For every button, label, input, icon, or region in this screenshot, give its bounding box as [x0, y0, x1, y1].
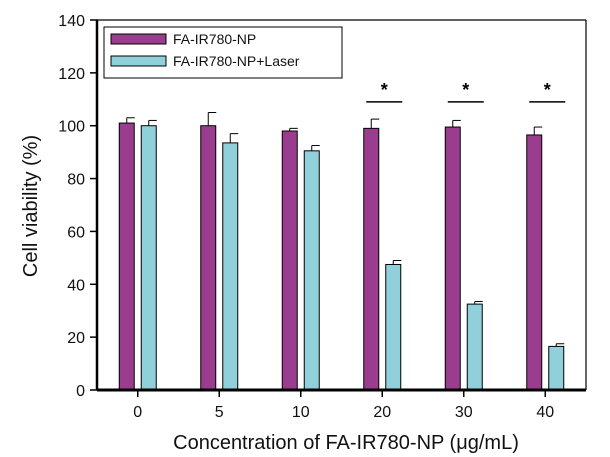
- bar: [526, 134, 543, 391]
- y-axis-title: Cell viability (%): [20, 135, 42, 277]
- bar: [444, 126, 461, 391]
- bar: [303, 150, 320, 391]
- y-tick-label: 60: [67, 224, 85, 241]
- x-tick-label: 0: [133, 404, 142, 421]
- bar: [200, 125, 217, 391]
- legend-label: FA-IR780-NP: [173, 31, 256, 47]
- bar: [140, 125, 157, 391]
- x-tick-label: 40: [536, 404, 554, 421]
- bar: [222, 142, 239, 391]
- y-tick-label: 80: [67, 172, 85, 189]
- x-axis-title: Concentration of FA-IR780-NP (μg/mL): [173, 432, 519, 454]
- x-tick-label: 10: [292, 404, 310, 421]
- bar: [548, 345, 565, 391]
- y-tick-label: 100: [58, 119, 85, 136]
- legend-swatch: [110, 33, 167, 45]
- y-tick-label: 140: [58, 13, 85, 30]
- bar: [118, 122, 135, 391]
- plot-area: 0 20 40 60 80 100 120 140 0 5 10 20 30 40 * * *: [58, 13, 587, 421]
- y-tick-label: 0: [76, 383, 85, 400]
- y-tick-label: 20: [67, 330, 85, 347]
- y-tick-label: 120: [58, 66, 85, 83]
- legend: FA-IR780-NP FA-IR780-NP+Laser: [103, 26, 343, 79]
- bar: [363, 127, 380, 391]
- x-tick-label: 5: [215, 404, 224, 421]
- x-tick-label: 30: [455, 404, 473, 421]
- x-tick-label: 20: [373, 404, 391, 421]
- legend-label: FA-IR780-NP+Laser: [173, 53, 300, 69]
- significance-star: *: [544, 80, 551, 100]
- significance-star: *: [462, 80, 469, 100]
- legend-swatch: [110, 55, 167, 67]
- y-tick-label: 40: [67, 277, 85, 294]
- bar: [385, 263, 402, 391]
- significance-star: *: [381, 80, 388, 100]
- bar: [466, 303, 483, 391]
- bar: [281, 130, 298, 391]
